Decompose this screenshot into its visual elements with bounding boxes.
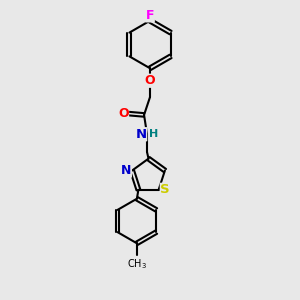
Text: CH$_3$: CH$_3$ — [127, 258, 147, 272]
Text: N: N — [136, 128, 147, 141]
Text: O: O — [145, 74, 155, 87]
Text: H: H — [149, 129, 158, 139]
Text: F: F — [146, 9, 154, 22]
Text: N: N — [121, 164, 131, 177]
Text: O: O — [118, 107, 129, 120]
Text: S: S — [160, 183, 170, 196]
